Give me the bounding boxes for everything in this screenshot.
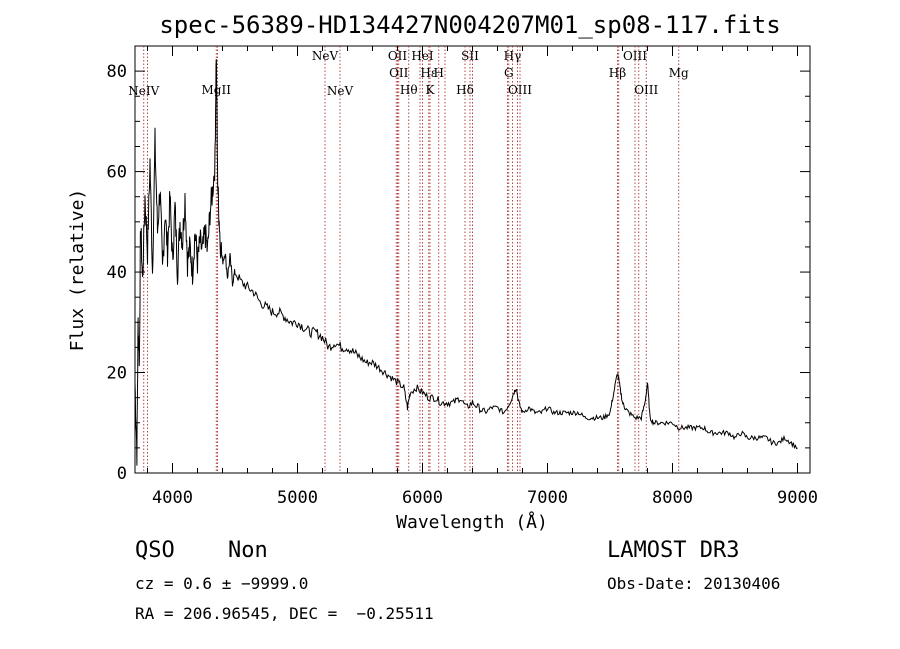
spectrum-series — [134, 59, 798, 466]
line-label: NeIV — [128, 84, 159, 98]
x-axis-label: Wavelength (Å) — [396, 511, 548, 533]
emission-line-labels: NeIV MgIINeVNeVOIIOIIHeIHεHθHKSIIHδHγGOII… — [128, 49, 689, 98]
line-label: NeV — [327, 84, 354, 98]
y-tick-label: 0 — [117, 464, 127, 484]
line-label: H — [434, 66, 444, 80]
object-subclass: Non — [228, 538, 268, 563]
line-label: OIII — [508, 83, 532, 97]
y-axis: 0 20 40 60 80 — [107, 45, 810, 484]
x-tick-label: 7000 — [527, 488, 568, 508]
line-label: G — [504, 66, 514, 80]
line-label: K — [426, 83, 436, 97]
line-label: OIII — [634, 83, 658, 97]
y-tick-label: 40 — [107, 263, 127, 283]
x-tick-label: 9000 — [777, 488, 818, 508]
object-class: QSO — [135, 538, 175, 563]
redshift-cz: cz = 0.6 ± −9999.0 — [135, 574, 309, 593]
line-label: Mg — [669, 66, 689, 80]
line-label: Hδ — [456, 83, 474, 97]
spectrum-line — [134, 59, 798, 466]
line-label: NeV — [312, 49, 339, 63]
line-label: SII — [461, 49, 479, 63]
line-label: Hγ — [504, 49, 522, 63]
line-label: Hθ — [400, 83, 418, 97]
y-axis-label: Flux (relative) — [67, 189, 88, 352]
y-tick-label: 20 — [107, 364, 127, 384]
line-label: Hβ — [609, 66, 626, 80]
survey-name: LAMOST DR3 — [607, 538, 740, 563]
x-tick-label: 5000 — [277, 488, 318, 508]
line-label: OII — [389, 66, 409, 80]
line-label: OIII — [623, 49, 647, 63]
x-tick-label: 6000 — [402, 488, 443, 508]
y-tick-label: 80 — [107, 62, 127, 82]
coordinates: RA = 206.96545, DEC = −0.25511 — [135, 604, 434, 623]
chart-title: spec-56389-HD134427N004207M01_sp08-117.f… — [159, 11, 780, 39]
line-label: OII — [388, 49, 408, 63]
obs-date: Obs-Date: 20130406 — [607, 574, 781, 593]
x-axis: 4000 5000 6000 7000 8000 9000 — [147, 46, 818, 508]
x-tick-label: 4000 — [152, 488, 193, 508]
x-tick-label: 8000 — [652, 488, 693, 508]
line-label: Hε — [420, 66, 437, 80]
emission-line-markers — [143, 46, 680, 473]
y-tick-label: 60 — [107, 163, 127, 183]
